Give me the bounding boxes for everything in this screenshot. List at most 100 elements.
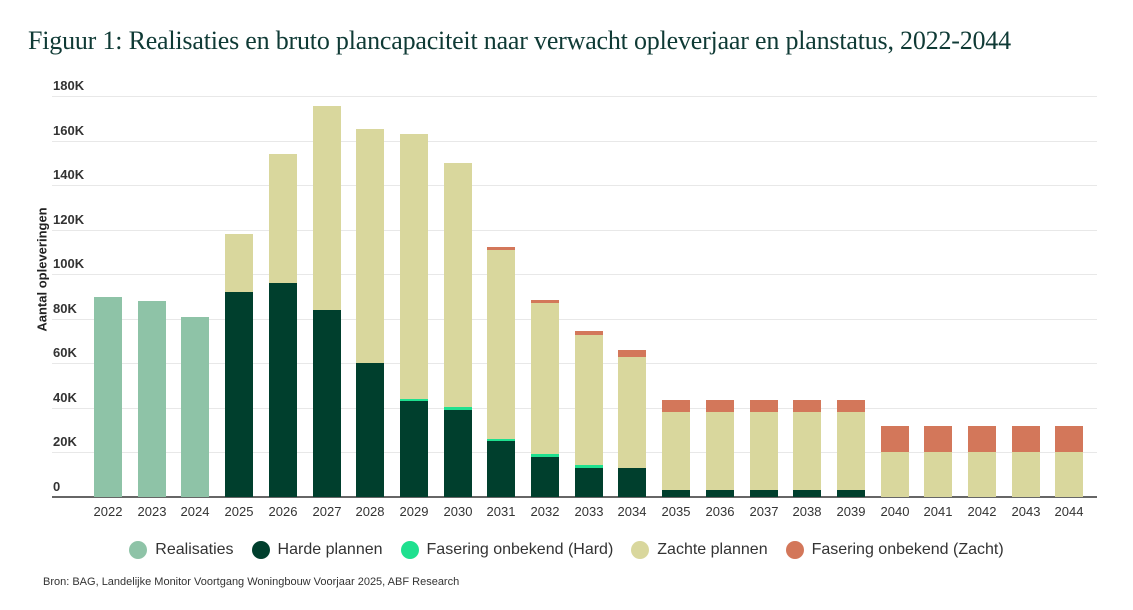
bar-segment-harde_plannen (793, 490, 821, 497)
x-tick-label: 2034 (617, 504, 647, 519)
legend-item-fasering_zacht[interactable]: Fasering onbekend (Zacht) (785, 541, 1004, 559)
bar-segment-zachte_plannen (269, 153, 297, 284)
bar-segment-zachte_plannen (618, 356, 646, 469)
bar-2041[interactable] (924, 0, 952, 497)
bar-segment-harde_plannen (444, 410, 472, 497)
x-tick-label: 2042 (967, 504, 997, 519)
bar-segment-realisaties (94, 296, 122, 497)
bar-segment-fasering_zacht (881, 425, 909, 453)
bar-segment-harde_plannen (837, 490, 865, 497)
bar-segment-harde_plannen (618, 468, 646, 497)
bar-segment-harde_plannen (313, 309, 341, 497)
bar-2036[interactable] (706, 0, 734, 497)
x-tick-label: 2040 (880, 504, 910, 519)
bar-segment-zachte_plannen (487, 249, 515, 440)
legend-label: Realisaties (155, 541, 234, 558)
legend: Realisaties Harde plannen Fasering onbeken… (0, 541, 1133, 559)
bar-2033[interactable] (575, 0, 603, 497)
bar-segment-fasering_zacht (924, 425, 952, 453)
bar-segment-realisaties (138, 300, 166, 497)
bar-segment-harde_plannen (531, 456, 559, 497)
bar-2030[interactable] (444, 0, 472, 497)
bar-2038[interactable] (793, 0, 821, 497)
y-tick-label: 80K (53, 301, 77, 316)
legend-item-harde_plannen[interactable]: Harde plannen (251, 541, 383, 559)
bar-segment-zachte_plannen (662, 412, 690, 491)
x-tick-label: 2030 (443, 504, 473, 519)
bar-2031[interactable] (487, 0, 515, 497)
legend-item-realisaties[interactable]: Realisaties (129, 541, 234, 559)
bar-2029[interactable] (400, 0, 428, 497)
bar-2024[interactable] (181, 0, 209, 497)
legend-label: Zachte plannen (657, 541, 768, 558)
y-tick-label: 180K (53, 78, 85, 93)
bar-2044[interactable] (1055, 0, 1083, 497)
bar-segment-fasering_zacht (837, 400, 865, 413)
x-tick-label: 2044 (1054, 504, 1084, 519)
y-tick-label: 100K (53, 256, 85, 271)
bar-segment-zachte_plannen (1012, 452, 1040, 497)
legend-dot-icon (785, 541, 804, 559)
bar-segment-zachte_plannen (968, 452, 996, 497)
x-tick-label: 2039 (836, 504, 866, 519)
x-tick-label: 2033 (574, 504, 604, 519)
bar-segment-harde_plannen (750, 490, 778, 497)
legend-label: Fasering onbekend (Hard) (426, 541, 614, 558)
bar-segment-fasering_hard (487, 439, 515, 442)
gridline (52, 141, 1097, 142)
bar-2042[interactable] (968, 0, 996, 497)
bar-2027[interactable] (313, 0, 341, 497)
bar-segment-fasering_zacht (750, 400, 778, 413)
bar-2032[interactable] (531, 0, 559, 497)
x-tick-label: 2023 (137, 504, 167, 519)
bar-segment-fasering_zacht (1012, 425, 1040, 453)
bar-segment-fasering_hard (444, 406, 472, 411)
gridline (52, 274, 1097, 275)
bar-segment-fasering_hard (531, 453, 559, 457)
bar-segment-fasering_zacht (662, 400, 690, 413)
x-tick-label: 2025 (224, 504, 254, 519)
x-tick-label: 2032 (530, 504, 560, 519)
bar-segment-harde_plannen (662, 490, 690, 497)
bar-segment-zachte_plannen (575, 335, 603, 465)
bar-segment-harde_plannen (706, 490, 734, 497)
bar-2022[interactable] (94, 0, 122, 497)
bar-segment-realisaties (181, 316, 209, 497)
bar-2028[interactable] (356, 0, 384, 497)
x-tick-label: 2036 (705, 504, 735, 519)
legend-dot-icon (251, 541, 270, 559)
x-tick-label: 2038 (792, 504, 822, 519)
source-note: Bron: BAG, Landelijke Monitor Voortgang … (43, 576, 460, 588)
gridline (52, 452, 1097, 453)
y-axis-label: Aantal opleveringen (34, 207, 50, 332)
bar-segment-zachte_plannen (837, 412, 865, 491)
x-tick-label: 2043 (1011, 504, 1041, 519)
legend-item-fasering_hard[interactable]: Fasering onbekend (Hard) (400, 541, 614, 559)
bar-segment-zachte_plannen (356, 129, 384, 364)
bar-2035[interactable] (662, 0, 690, 497)
legend-dot-icon (129, 541, 148, 559)
x-axis-line (52, 496, 1097, 498)
bar-2040[interactable] (881, 0, 909, 497)
legend-label: Harde plannen (277, 541, 383, 558)
bar-2023[interactable] (138, 0, 166, 497)
bar-segment-harde_plannen (356, 363, 384, 497)
bar-segment-fasering_zacht (793, 400, 821, 413)
bar-segment-fasering_zacht (618, 349, 646, 357)
legend-item-zachte_plannen[interactable]: Zachte plannen (631, 541, 768, 559)
x-tick-label: 2037 (749, 504, 779, 519)
bar-segment-zachte_plannen (706, 412, 734, 491)
gridline (52, 408, 1097, 409)
bar-2039[interactable] (837, 0, 865, 497)
bar-2026[interactable] (269, 0, 297, 497)
bar-segment-zachte_plannen (793, 412, 821, 491)
bar-2034[interactable] (618, 0, 646, 497)
plot-area: Aantal opleveringen 0 20K 40K 60K 80K 100K 120… (34, 0, 1097, 519)
gridline (52, 363, 1097, 364)
bar-2037[interactable] (750, 0, 778, 497)
bar-segment-zachte_plannen (400, 133, 428, 399)
bar-segment-harde_plannen (269, 283, 297, 497)
bar-2025[interactable] (225, 0, 253, 497)
bar-2043[interactable] (1012, 0, 1040, 497)
bar-segment-zachte_plannen (924, 452, 952, 497)
